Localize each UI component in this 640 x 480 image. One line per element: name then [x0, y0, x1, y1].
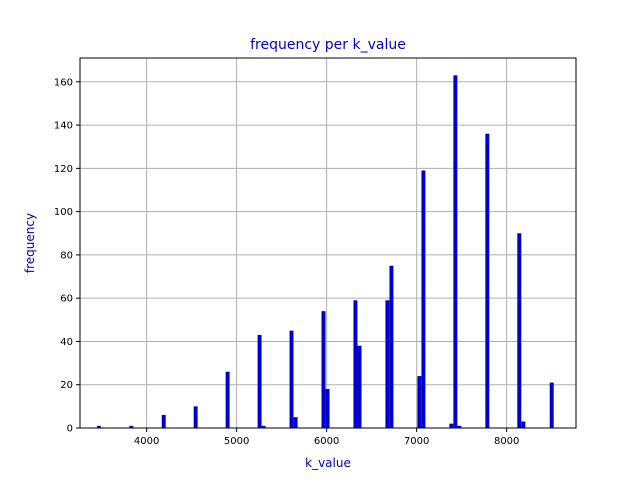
histogram-bar [321, 386, 326, 428]
histogram-bar [129, 425, 134, 428]
histogram-bar [193, 406, 198, 428]
x-tick-label: 7000 [404, 436, 429, 447]
bars [96, 75, 554, 429]
histogram-bar [485, 133, 490, 428]
y-axis-label: frequency [23, 213, 37, 273]
chart-title: frequency per k_value [250, 37, 406, 53]
x-axis-ticks: 4000 5000 6000 7000 8000 [134, 428, 519, 447]
histogram-bar [261, 425, 266, 428]
histogram-bar [357, 345, 362, 428]
y-tick-label: 60 [60, 294, 73, 305]
histogram-bar [453, 75, 458, 429]
histogram-bar [521, 421, 526, 428]
plot-frame [79, 57, 577, 429]
y-tick-label: 100 [54, 207, 73, 218]
x-tick-label: 5000 [224, 436, 249, 447]
histogram-bar [389, 265, 394, 428]
histogram-bar [321, 311, 326, 428]
histogram-bar [289, 330, 294, 428]
histogram-bar [517, 233, 522, 428]
histogram-bar [225, 371, 230, 428]
histogram-bar [417, 376, 422, 428]
histogram-bar [353, 343, 358, 428]
histogram-bar [385, 300, 390, 428]
y-tick-label: 160 [54, 77, 73, 88]
histogram-bar [549, 382, 554, 428]
y-tick-label: 140 [54, 121, 73, 132]
y-tick-label: 40 [60, 337, 73, 348]
histogram-bar [457, 425, 462, 428]
histogram-bar [421, 170, 426, 428]
grid-lines [80, 58, 576, 429]
histogram-bar [325, 389, 330, 428]
y-tick-label: 20 [60, 380, 73, 391]
x-axis-label: k_value [305, 456, 351, 470]
histogram-bar [96, 425, 101, 428]
x-tick-label: 8000 [494, 436, 519, 447]
histogram-bar [449, 423, 454, 428]
histogram-bar [161, 415, 166, 428]
x-tick-label: 6000 [314, 436, 339, 447]
y-tick-label: 0 [67, 424, 73, 435]
histogram-bar [257, 334, 262, 428]
y-axis-ticks: 0 20 40 60 80 100 120 140 160 [54, 77, 80, 435]
y-tick-label: 80 [60, 250, 73, 261]
plot-area [80, 58, 576, 428]
y-tick-label: 120 [54, 164, 73, 175]
x-tick-label: 4000 [134, 436, 159, 447]
histogram-bar [293, 417, 298, 428]
